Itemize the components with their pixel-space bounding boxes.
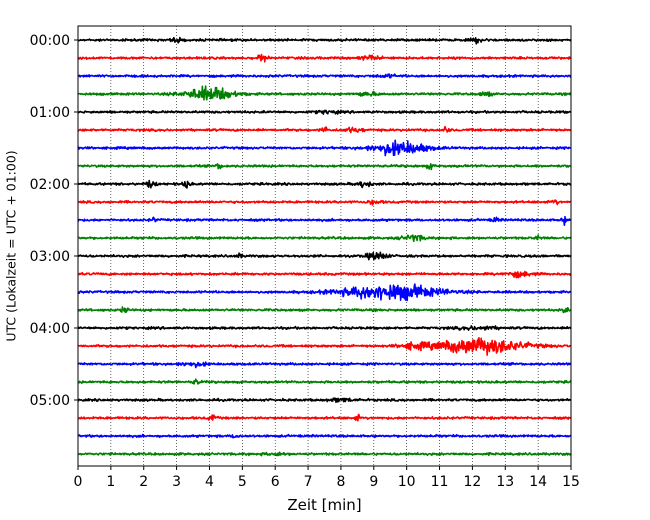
x-tick-label: 10 — [398, 474, 416, 490]
trace-line-0445 — [77, 378, 572, 385]
trace-line-0100 — [77, 109, 572, 115]
y-axis-label: UTC (Lokalzeit = UTC + 01:00) — [4, 150, 19, 341]
trace-line-0515 — [77, 413, 572, 422]
trace-line-0030 — [77, 73, 572, 79]
trace-line-0430 — [77, 361, 572, 369]
plot-frame — [77, 25, 572, 467]
y-tick-label: 03:00 — [30, 249, 70, 265]
x-tick-label: 4 — [205, 474, 214, 490]
x-tick-label: 9 — [369, 474, 378, 490]
trace-line-0000 — [77, 36, 572, 45]
trace-line-0530 — [77, 433, 572, 439]
grid-layer — [110, 26, 539, 466]
y-tick-label: 04:00 — [30, 321, 70, 337]
y-axis-ticks: 00:00 01:00 02:00 03:00 04:00 05:00 — [30, 33, 78, 409]
x-tick-label: 14 — [529, 474, 547, 490]
trace-layer — [77, 36, 572, 457]
y-tick-label: 01:00 — [30, 105, 70, 121]
trace-line-0245 — [77, 234, 572, 243]
trace-line-0300 — [77, 251, 572, 261]
x-axis-ticks: 0 1 2 3 4 5 6 7 8 9 10 11 12 13 14 15 — [74, 466, 580, 490]
x-tick-label: 5 — [238, 474, 247, 490]
y-tick-label: 00:00 — [30, 33, 70, 49]
trace-line-0015 — [77, 53, 572, 63]
trace-line-0130 — [77, 139, 572, 157]
y-tick-label: 02:00 — [30, 177, 70, 193]
trace-line-0200 — [77, 179, 572, 189]
x-tick-label: 15 — [562, 474, 580, 490]
trace-line-0145 — [77, 163, 572, 171]
trace-line-0045 — [77, 85, 572, 101]
x-tick-label: 0 — [74, 474, 83, 490]
trace-line-0230 — [77, 215, 572, 227]
x-tick-label: 13 — [496, 474, 514, 490]
trace-line-0215 — [77, 199, 572, 206]
x-tick-label: 2 — [139, 474, 148, 490]
trace-line-0315 — [77, 270, 572, 279]
x-tick-label: 3 — [172, 474, 181, 490]
trace-line-0345 — [77, 306, 572, 314]
x-tick-label: 7 — [304, 474, 313, 490]
trace-line-0415 — [77, 337, 572, 356]
trace-line-0330 — [77, 283, 572, 302]
x-tick-label: 6 — [271, 474, 280, 490]
trace-line-0545 — [77, 451, 572, 457]
x-axis-label: Zeit [min] — [287, 496, 361, 514]
trace-line-0115 — [77, 125, 572, 134]
x-tick-label: 12 — [463, 474, 481, 490]
x-tick-label: 11 — [431, 474, 449, 490]
x-tick-label: 1 — [106, 474, 115, 490]
trace-line-0400 — [77, 325, 572, 331]
y-tick-label: 05:00 — [30, 393, 70, 409]
trace-line-0500 — [77, 397, 572, 404]
x-tick-label: 8 — [336, 474, 345, 490]
